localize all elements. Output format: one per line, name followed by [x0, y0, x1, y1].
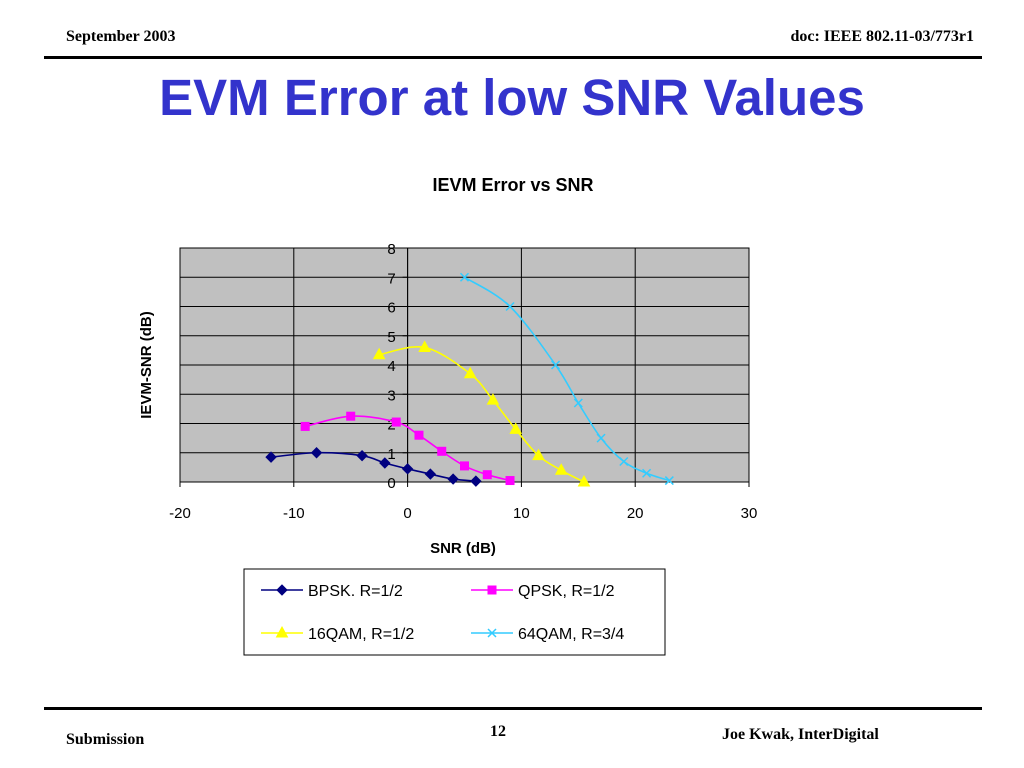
y-tick-label: 3	[387, 387, 395, 404]
x-axis-label: SNR (dB)	[430, 540, 496, 557]
square-marker	[391, 417, 401, 427]
triangle-marker	[372, 347, 386, 360]
diamond-marker	[470, 475, 482, 487]
square-marker	[300, 421, 310, 431]
series-2	[300, 411, 515, 486]
y-tick-label: 6	[387, 300, 395, 317]
x-marker-stroke	[459, 272, 470, 282]
x-marker-stroke	[596, 433, 606, 443]
triangle-marker	[577, 474, 591, 487]
x-tick-label: 30	[741, 505, 758, 522]
x-tick-label: 0	[403, 505, 411, 522]
series-line	[464, 276, 670, 482]
legend: BPSK. R=1/2 QPSK, R=1/2 16QAM, R=1/2 64QAM,…	[243, 568, 666, 656]
square-marker	[460, 461, 469, 471]
diamond-marker	[310, 447, 323, 459]
legend-label: QPSK, R=1/2	[518, 583, 615, 600]
x-marker-stroke	[551, 360, 561, 370]
legend-box	[243, 568, 666, 656]
header-date: September 2003	[66, 28, 176, 45]
x-marker-stroke	[573, 398, 583, 408]
square-marker	[505, 476, 515, 486]
triangle-marker	[463, 366, 477, 379]
x-marker-stroke	[487, 628, 497, 638]
square-marker	[437, 446, 447, 456]
y-tick-label: 5	[387, 329, 395, 346]
series-4	[459, 272, 674, 486]
header-divider	[44, 56, 982, 59]
triangle-marker	[509, 422, 523, 434]
y-tick-label: 1	[387, 446, 395, 463]
y-tick-label: 2	[387, 417, 395, 434]
y-tick-label: 4	[387, 358, 395, 375]
legend-item-4: 64QAM, R=3/4	[471, 626, 624, 643]
chart-title: IEVM Error vs SNR	[432, 175, 593, 195]
x-tick-label: 20	[627, 505, 644, 522]
x-marker-stroke	[664, 476, 674, 486]
square-marker	[487, 585, 497, 595]
triangle-marker	[486, 393, 500, 405]
footer-author: Joe Kwak, InterDigital	[722, 726, 879, 743]
diamond-marker	[401, 463, 414, 475]
x-tick-label: 10	[513, 505, 530, 522]
legend-label: 16QAM, R=1/2	[308, 626, 414, 643]
footer-divider	[44, 707, 982, 710]
diamond-marker	[276, 584, 288, 596]
header-doc-id: doc: IEEE 802.11-03/773r1	[790, 28, 974, 45]
x-tick-label: -20	[169, 505, 191, 522]
square-marker	[346, 411, 356, 421]
y-axis-label: IEVM-SNR (dB)	[138, 311, 155, 419]
triangle-marker	[532, 448, 545, 461]
triangle-marker	[418, 340, 432, 352]
legend-item-1: BPSK. R=1/2	[261, 583, 403, 600]
footer-submission: Submission	[66, 731, 145, 748]
y-tick-label: 0	[387, 475, 395, 492]
x-marker-stroke	[619, 456, 629, 467]
slide-title: EVM Error at low SNR Values	[159, 69, 865, 126]
diamond-marker	[424, 468, 437, 480]
square-marker	[482, 470, 492, 480]
legend-label: 64QAM, R=3/4	[518, 626, 624, 643]
legend-item-3: 16QAM, R=1/2	[261, 625, 414, 643]
series-3	[372, 340, 591, 487]
x-marker-stroke	[505, 301, 515, 312]
square-marker	[414, 430, 424, 440]
page-number: 12	[490, 723, 506, 740]
x-marker-stroke	[642, 468, 652, 478]
diamond-marker	[356, 449, 368, 462]
triangle-marker	[554, 463, 568, 475]
chart-marks	[265, 272, 674, 487]
diamond-marker	[379, 457, 391, 469]
x-tick-label: -10	[283, 505, 305, 522]
series-1	[265, 447, 482, 487]
y-tick-label: 7	[387, 270, 395, 287]
plot-area: 0 1 2 3 4 5 6 7 8 -20 -10 0 10 20 30	[169, 241, 757, 522]
legend-item-2: QPSK, R=1/2	[471, 583, 615, 600]
diamond-marker	[447, 473, 459, 485]
triangle-marker	[275, 625, 289, 638]
legend-label: BPSK. R=1/2	[308, 583, 403, 600]
y-tick-label: 8	[387, 241, 395, 258]
diamond-marker	[265, 451, 277, 463]
